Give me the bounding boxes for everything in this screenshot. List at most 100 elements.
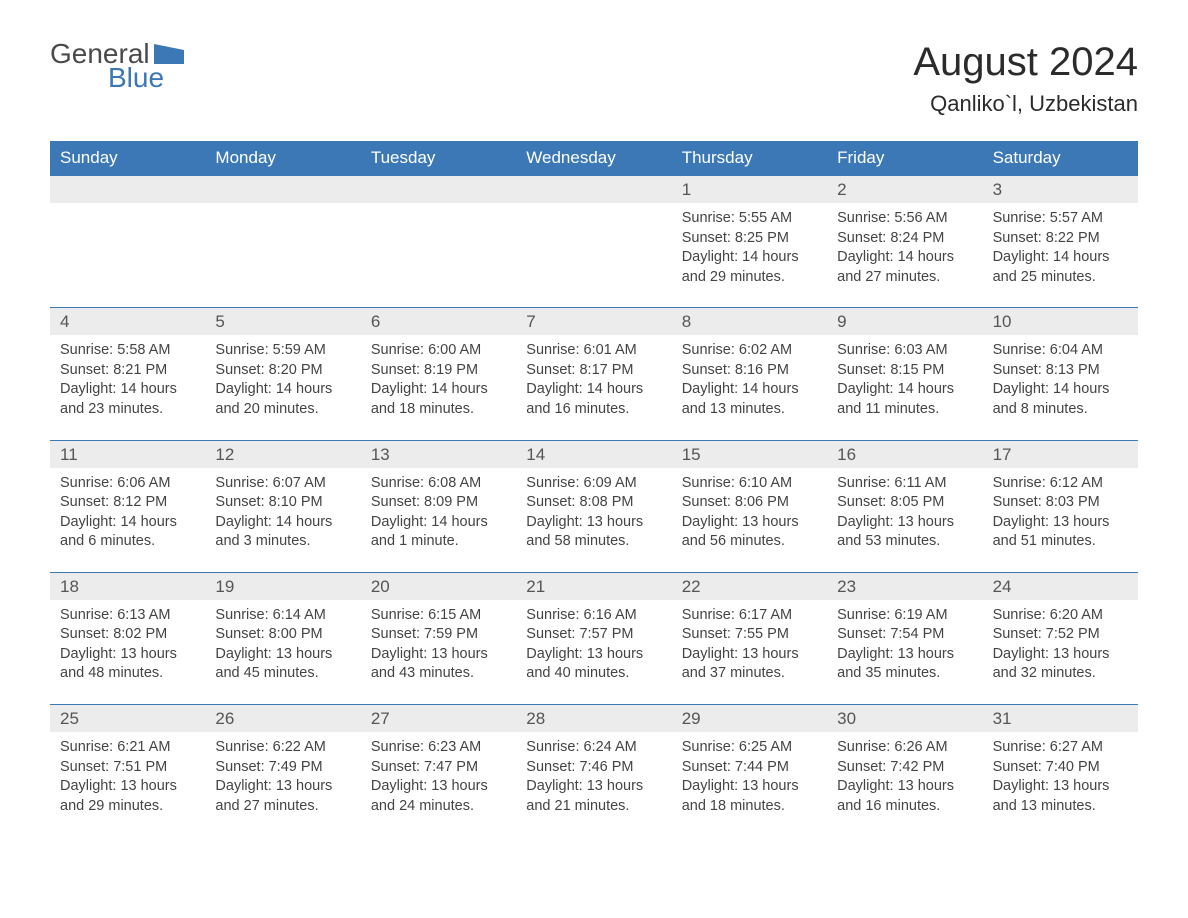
sunset-line: Sunset: 8:06 PM <box>682 493 817 513</box>
sunset-line: Sunset: 8:09 PM <box>371 493 506 513</box>
day-cell: Sunrise: 6:27 AMSunset: 7:40 PMDaylight:… <box>983 732 1138 836</box>
location: Qanliko`l, Uzbekistan <box>913 91 1138 117</box>
daylight-line: Daylight: 13 hours and 27 minutes. <box>215 777 350 816</box>
daylight-line: Daylight: 14 hours and 1 minute. <box>371 513 506 552</box>
day-number: 7 <box>516 308 671 335</box>
day-cell <box>205 203 360 307</box>
sunrise-line: Sunrise: 6:24 AM <box>526 738 661 758</box>
month-title: August 2024 <box>913 40 1138 85</box>
day-cell: Sunrise: 6:10 AMSunset: 8:06 PMDaylight:… <box>672 468 827 572</box>
sunrise-line: Sunrise: 6:10 AM <box>682 474 817 494</box>
sunset-line: Sunset: 7:46 PM <box>526 758 661 778</box>
title-block: August 2024 Qanliko`l, Uzbekistan <box>913 40 1138 117</box>
weekday-header-row: SundayMondayTuesdayWednesdayThursdayFrid… <box>50 141 1138 175</box>
day-cell: Sunrise: 5:56 AMSunset: 8:24 PMDaylight:… <box>827 203 982 307</box>
sunset-line: Sunset: 7:57 PM <box>526 625 661 645</box>
day-cell: Sunrise: 6:04 AMSunset: 8:13 PMDaylight:… <box>983 335 1138 439</box>
day-cell: Sunrise: 6:06 AMSunset: 8:12 PMDaylight:… <box>50 468 205 572</box>
sunrise-line: Sunrise: 6:26 AM <box>837 738 972 758</box>
weekday-header: Monday <box>205 141 360 175</box>
day-cell: Sunrise: 6:12 AMSunset: 8:03 PMDaylight:… <box>983 468 1138 572</box>
day-number: 15 <box>672 441 827 468</box>
day-number: 18 <box>50 573 205 600</box>
day-number: 5 <box>205 308 360 335</box>
daylight-line: Daylight: 14 hours and 20 minutes. <box>215 380 350 419</box>
day-number: 30 <box>827 705 982 732</box>
daylight-line: Daylight: 14 hours and 25 minutes. <box>993 248 1128 287</box>
calendar: SundayMondayTuesdayWednesdayThursdayFrid… <box>50 141 1138 836</box>
daylight-line: Daylight: 13 hours and 16 minutes. <box>837 777 972 816</box>
logo: General Blue <box>50 40 184 92</box>
day-number: 12 <box>205 441 360 468</box>
sunset-line: Sunset: 7:55 PM <box>682 625 817 645</box>
sunset-line: Sunset: 7:49 PM <box>215 758 350 778</box>
sunset-line: Sunset: 7:42 PM <box>837 758 972 778</box>
day-number: 26 <box>205 705 360 732</box>
sunset-line: Sunset: 8:15 PM <box>837 361 972 381</box>
day-cell: Sunrise: 6:25 AMSunset: 7:44 PMDaylight:… <box>672 732 827 836</box>
sunrise-line: Sunrise: 6:21 AM <box>60 738 195 758</box>
daylight-line: Daylight: 14 hours and 18 minutes. <box>371 380 506 419</box>
sunrise-line: Sunrise: 6:09 AM <box>526 474 661 494</box>
day-cell: Sunrise: 6:26 AMSunset: 7:42 PMDaylight:… <box>827 732 982 836</box>
day-cell: Sunrise: 6:02 AMSunset: 8:16 PMDaylight:… <box>672 335 827 439</box>
day-number: 10 <box>983 308 1138 335</box>
day-number <box>516 176 671 203</box>
day-cell <box>361 203 516 307</box>
day-cell: Sunrise: 6:00 AMSunset: 8:19 PMDaylight:… <box>361 335 516 439</box>
sunrise-line: Sunrise: 6:12 AM <box>993 474 1128 494</box>
sunset-line: Sunset: 8:22 PM <box>993 229 1128 249</box>
day-cell: Sunrise: 6:17 AMSunset: 7:55 PMDaylight:… <box>672 600 827 704</box>
sunset-line: Sunset: 7:59 PM <box>371 625 506 645</box>
daylight-line: Daylight: 13 hours and 13 minutes. <box>993 777 1128 816</box>
sunrise-line: Sunrise: 5:59 AM <box>215 341 350 361</box>
sunrise-line: Sunrise: 5:58 AM <box>60 341 195 361</box>
daylight-line: Daylight: 14 hours and 27 minutes. <box>837 248 972 287</box>
daylight-line: Daylight: 13 hours and 18 minutes. <box>682 777 817 816</box>
logo-text-blue: Blue <box>50 64 184 92</box>
day-number: 4 <box>50 308 205 335</box>
sunset-line: Sunset: 8:08 PM <box>526 493 661 513</box>
header: General Blue August 2024 Qanliko`l, Uzbe… <box>50 40 1138 117</box>
day-cell: Sunrise: 6:03 AMSunset: 8:15 PMDaylight:… <box>827 335 982 439</box>
day-number: 1 <box>672 176 827 203</box>
day-cell: Sunrise: 6:11 AMSunset: 8:05 PMDaylight:… <box>827 468 982 572</box>
sunset-line: Sunset: 8:19 PM <box>371 361 506 381</box>
day-number-row: 11121314151617 <box>50 441 1138 468</box>
sunrise-line: Sunrise: 6:04 AM <box>993 341 1128 361</box>
day-number-row: 18192021222324 <box>50 573 1138 600</box>
sunset-line: Sunset: 7:52 PM <box>993 625 1128 645</box>
day-number: 3 <box>983 176 1138 203</box>
day-number: 22 <box>672 573 827 600</box>
day-number: 20 <box>361 573 516 600</box>
sunset-line: Sunset: 8:12 PM <box>60 493 195 513</box>
daylight-line: Daylight: 14 hours and 16 minutes. <box>526 380 661 419</box>
day-cell: Sunrise: 5:58 AMSunset: 8:21 PMDaylight:… <box>50 335 205 439</box>
sunrise-line: Sunrise: 6:06 AM <box>60 474 195 494</box>
sunrise-line: Sunrise: 6:27 AM <box>993 738 1128 758</box>
sunset-line: Sunset: 8:13 PM <box>993 361 1128 381</box>
sunrise-line: Sunrise: 6:17 AM <box>682 606 817 626</box>
day-cell: Sunrise: 6:24 AMSunset: 7:46 PMDaylight:… <box>516 732 671 836</box>
day-cell: Sunrise: 6:07 AMSunset: 8:10 PMDaylight:… <box>205 468 360 572</box>
daylight-line: Daylight: 14 hours and 13 minutes. <box>682 380 817 419</box>
day-cell: Sunrise: 6:14 AMSunset: 8:00 PMDaylight:… <box>205 600 360 704</box>
day-number: 8 <box>672 308 827 335</box>
sunrise-line: Sunrise: 5:57 AM <box>993 209 1128 229</box>
sunset-line: Sunset: 8:17 PM <box>526 361 661 381</box>
day-number-row: 25262728293031 <box>50 705 1138 732</box>
day-cell: Sunrise: 6:21 AMSunset: 7:51 PMDaylight:… <box>50 732 205 836</box>
daylight-line: Daylight: 13 hours and 40 minutes. <box>526 645 661 684</box>
day-number: 21 <box>516 573 671 600</box>
day-number: 14 <box>516 441 671 468</box>
day-number: 25 <box>50 705 205 732</box>
sunset-line: Sunset: 8:20 PM <box>215 361 350 381</box>
day-cell: Sunrise: 6:01 AMSunset: 8:17 PMDaylight:… <box>516 335 671 439</box>
sunset-line: Sunset: 7:54 PM <box>837 625 972 645</box>
daylight-line: Daylight: 14 hours and 23 minutes. <box>60 380 195 419</box>
day-cell <box>50 203 205 307</box>
daylight-line: Daylight: 13 hours and 29 minutes. <box>60 777 195 816</box>
weekday-header: Saturday <box>983 141 1138 175</box>
day-cell: Sunrise: 5:55 AMSunset: 8:25 PMDaylight:… <box>672 203 827 307</box>
sunset-line: Sunset: 7:44 PM <box>682 758 817 778</box>
